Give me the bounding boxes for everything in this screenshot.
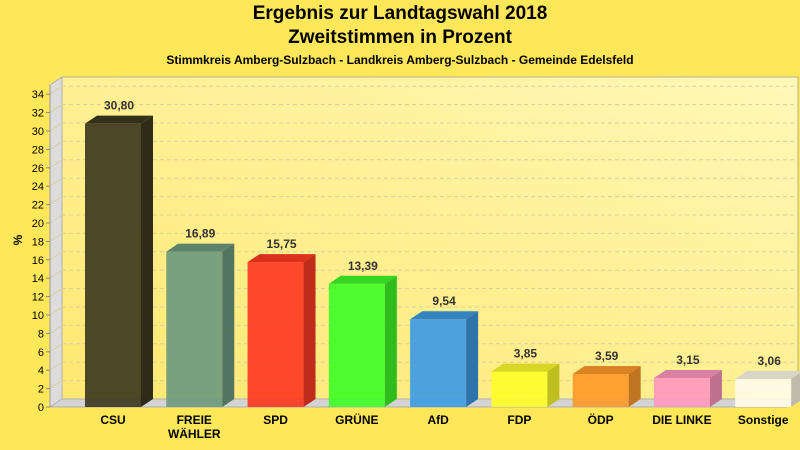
- y-tick-label: 12: [32, 292, 44, 304]
- bar-top: [572, 365, 641, 374]
- value-label: 3,85: [514, 347, 538, 361]
- bar-front: [166, 251, 223, 407]
- bar-side: [791, 372, 800, 407]
- gridline-side: [49, 122, 63, 132]
- y-tick-label: 8: [38, 328, 44, 340]
- bar-side: [709, 370, 722, 407]
- bar-top: [247, 254, 316, 263]
- gridline-side: [49, 232, 63, 242]
- chart-subtitle: Zweitstimmen in Prozent: [288, 27, 512, 48]
- gridline-side: [49, 361, 63, 371]
- bar-front: [735, 378, 792, 407]
- bar-side: [222, 243, 235, 407]
- value-label: 16,89: [185, 227, 215, 241]
- bar-front: [247, 262, 304, 407]
- y-tick-label: 32: [32, 108, 44, 120]
- gridline-side: [49, 343, 63, 353]
- category-label: FREIE: [177, 413, 212, 427]
- gridline-side: [49, 140, 63, 150]
- category-label: AfD: [427, 413, 449, 427]
- category-label: SPD: [263, 413, 288, 427]
- gridline-side: [49, 324, 63, 334]
- bar-top: [328, 275, 397, 284]
- bar-0: [85, 115, 153, 407]
- bar-6: [572, 365, 641, 407]
- gridline-side: [49, 380, 63, 390]
- chart-caption: Stimmkreis Amberg-Sulzbach - Landkreis A…: [166, 53, 634, 67]
- bar-side: [547, 363, 560, 407]
- value-label: 30,80: [104, 99, 134, 113]
- bar-7: [653, 370, 722, 407]
- bar-front: [85, 123, 141, 407]
- y-tick-label: 2: [38, 384, 44, 396]
- y-tick-label: 6: [38, 347, 44, 359]
- gridline-side: [49, 196, 63, 206]
- bar-side: [466, 311, 479, 407]
- gridline-side: [49, 159, 63, 169]
- bar-front: [653, 378, 710, 407]
- bar-top: [735, 370, 800, 379]
- bar-front: [328, 283, 385, 407]
- category-label: Sonstige: [738, 413, 789, 427]
- y-axis-label: %: [11, 234, 25, 245]
- bar-5: [491, 363, 560, 407]
- category-label: WÄHLER: [168, 426, 221, 441]
- bar-2: [247, 254, 316, 407]
- y-tick-label: 4: [38, 365, 44, 377]
- bar-side: [141, 115, 153, 407]
- gridline-side: [49, 288, 63, 298]
- bar-top: [166, 243, 235, 252]
- bar-top: [85, 115, 153, 124]
- gridline-side: [49, 214, 63, 224]
- bar-side: [384, 275, 397, 407]
- value-label: 3,15: [676, 353, 700, 367]
- gridline-side: [49, 85, 63, 95]
- y-tick-label: 30: [32, 126, 44, 138]
- value-label: 3,06: [758, 354, 782, 368]
- chart-title: Ergebnis zur Landtagswahl 2018: [252, 3, 548, 24]
- value-label: 15,75: [267, 237, 297, 251]
- y-tick-label: 10: [32, 310, 44, 322]
- y-tick-label: 28: [32, 144, 44, 156]
- y-tick-label: 20: [32, 218, 44, 230]
- y-tick-label: 22: [32, 200, 44, 212]
- category-label: DIE LINKE: [652, 413, 711, 427]
- value-label: 3,59: [595, 349, 619, 363]
- y-tick-label: 0: [38, 402, 44, 414]
- gridline-side: [49, 269, 63, 279]
- gridline-side: [49, 177, 63, 187]
- bar-4: [410, 311, 479, 407]
- category-label: GRÜNE: [335, 412, 378, 427]
- bar-front: [572, 373, 629, 407]
- y-tick-label: 16: [32, 255, 44, 267]
- value-label: 9,54: [432, 294, 456, 308]
- bar-side: [303, 254, 316, 407]
- bar-top: [491, 363, 560, 372]
- gridline-side: [49, 306, 63, 316]
- y-tick-label: 18: [32, 236, 44, 248]
- bar-8: [735, 370, 800, 407]
- category-label: FDP: [507, 413, 531, 427]
- bar-3: [328, 275, 397, 407]
- gridline-side: [49, 251, 63, 261]
- category-label: CSU: [100, 413, 125, 427]
- y-tick-label: 14: [32, 273, 44, 285]
- bar-1: [166, 243, 235, 407]
- value-label: 13,39: [348, 259, 378, 273]
- bar-top: [653, 370, 722, 379]
- y-tick-label: 26: [32, 163, 44, 175]
- bar-side: [628, 365, 641, 407]
- bar-top: [410, 311, 479, 320]
- bar-front: [491, 371, 548, 407]
- gridline-side: [49, 104, 63, 114]
- category-label: ÖDP: [588, 412, 614, 427]
- y-tick-label: 34: [32, 89, 44, 101]
- bar-front: [410, 319, 467, 407]
- y-tick-label: 24: [32, 181, 44, 193]
